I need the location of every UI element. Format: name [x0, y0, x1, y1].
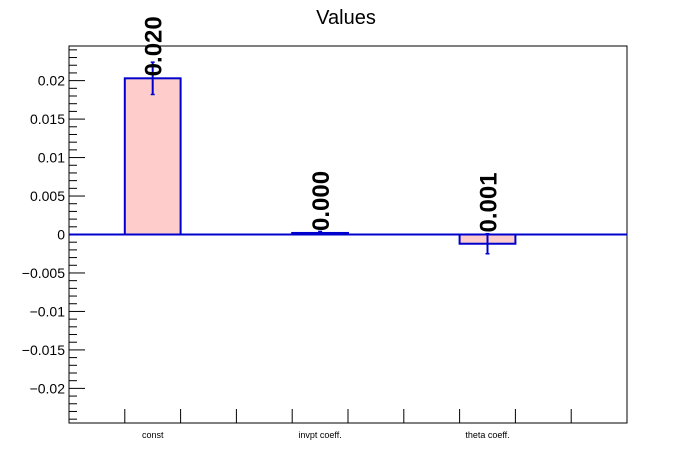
y-tick-label: 0.005 — [30, 188, 65, 204]
chart-title: Values — [316, 7, 376, 29]
y-tick-label: 0 — [57, 227, 65, 243]
y-tick-label: −0.02 — [30, 380, 66, 396]
y-tick-label: 0.01 — [38, 150, 65, 166]
y-tick-label: 0.02 — [38, 73, 65, 89]
data-label-2: 0.001 — [476, 172, 503, 232]
plot-area: −0.02 −0.015 −0.01 −0.005 0 0.005 0.01 0.015 0.0… — [22, 16, 628, 440]
x-category-label: const — [142, 430, 164, 440]
y-tick-label: −0.015 — [22, 342, 65, 358]
bar-0 — [123, 77, 182, 236]
data-label-1: 0.000 — [308, 171, 335, 231]
y-tick-label: 0.015 — [30, 111, 65, 127]
x-category-label: invpt coeff. — [298, 430, 341, 440]
x-category-label: theta coeff. — [465, 430, 509, 440]
y-tick-label: −0.005 — [22, 265, 65, 281]
data-label-0: 0.020 — [141, 16, 168, 76]
y-tick-label: −0.01 — [30, 303, 66, 319]
